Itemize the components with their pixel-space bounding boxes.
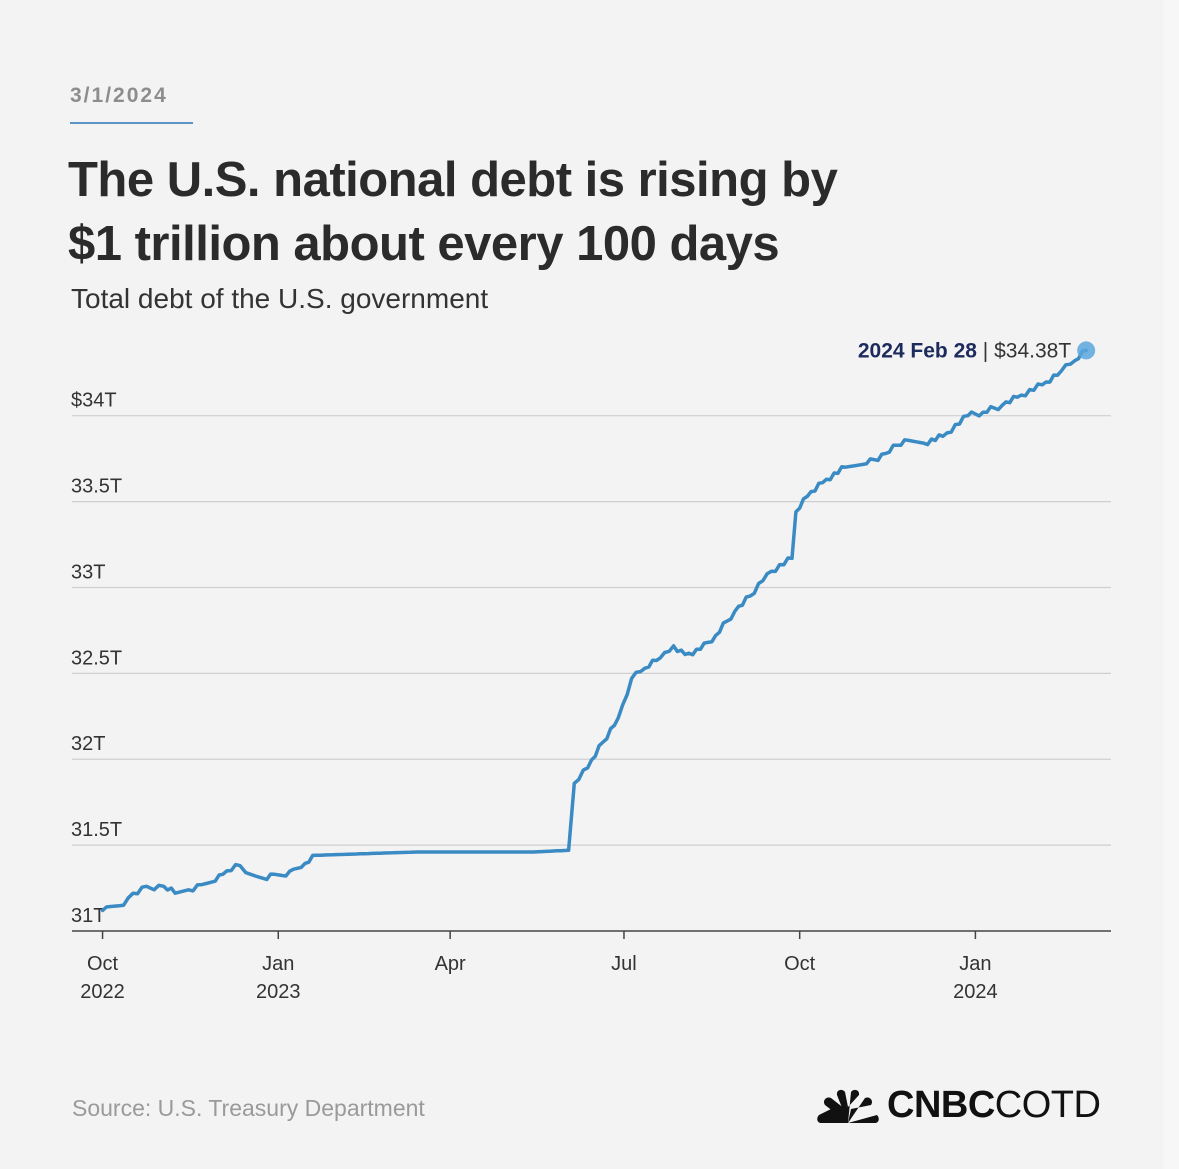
x-tick-year-label: 2023 — [256, 981, 301, 1003]
y-tick-label: 32T — [71, 733, 105, 755]
x-tick-label: Jul — [611, 953, 637, 975]
right-edge-strip — [1163, 0, 1179, 1169]
chart-title: The U.S. national debt is rising by $1 t… — [68, 148, 1068, 276]
debt-series-line — [100, 348, 1088, 913]
y-tick-label: 33T — [71, 561, 105, 583]
title-line-1: The U.S. national debt is rising by — [68, 153, 838, 207]
date-underline — [70, 122, 193, 124]
brand-wordmark: CNBCCOTD — [887, 1083, 1101, 1127]
brand-bold: CNBC — [887, 1083, 995, 1126]
brand-light: COTD — [994, 1083, 1101, 1126]
x-tick-label: Jan — [262, 953, 294, 975]
y-axis-labels: 31T 31.5T 32T 32.5T 33T 33.5T $34T — [71, 390, 122, 927]
cnbc-logo: CNBCCOTD — [815, 1083, 1101, 1127]
x-tick-label: Oct — [87, 953, 119, 975]
y-tick-label: 31.5T — [71, 819, 122, 841]
source-note: Source: U.S. Treasury Department — [72, 1095, 425, 1121]
y-tick-label: 33.5T — [71, 476, 122, 498]
x-tick-year-label: 2022 — [80, 981, 125, 1003]
y-tick-label: 32.5T — [71, 647, 122, 669]
y-tick-label: 31T — [71, 905, 105, 927]
latest-value-callout: 2024 Feb 28 | $34.38T — [858, 339, 1071, 362]
x-tick-year-label: 2024 — [953, 981, 998, 1003]
latest-value-dot — [1077, 341, 1096, 360]
peacock-icon — [817, 1089, 879, 1123]
chart-subtitle: Total debt of the U.S. government — [71, 283, 489, 314]
callout-separator: | — [977, 339, 994, 362]
x-tick-label: Jan — [959, 953, 991, 975]
callout-value: $34.38T — [994, 339, 1071, 362]
callout-date: 2024 Feb 28 — [858, 339, 977, 362]
gridlines — [72, 415, 1111, 932]
y-tick-label: $34T — [71, 390, 117, 412]
publish-date: 3/1/2024 — [70, 84, 168, 107]
title-line-2: $1 trillion about every 100 days — [68, 217, 780, 271]
x-tick-label: Oct — [784, 953, 816, 975]
x-tick-label: Apr — [435, 953, 466, 975]
x-axis: Oct 2022 Jan 2023 Apr Jul Oct Jan 2024 — [80, 931, 998, 1003]
